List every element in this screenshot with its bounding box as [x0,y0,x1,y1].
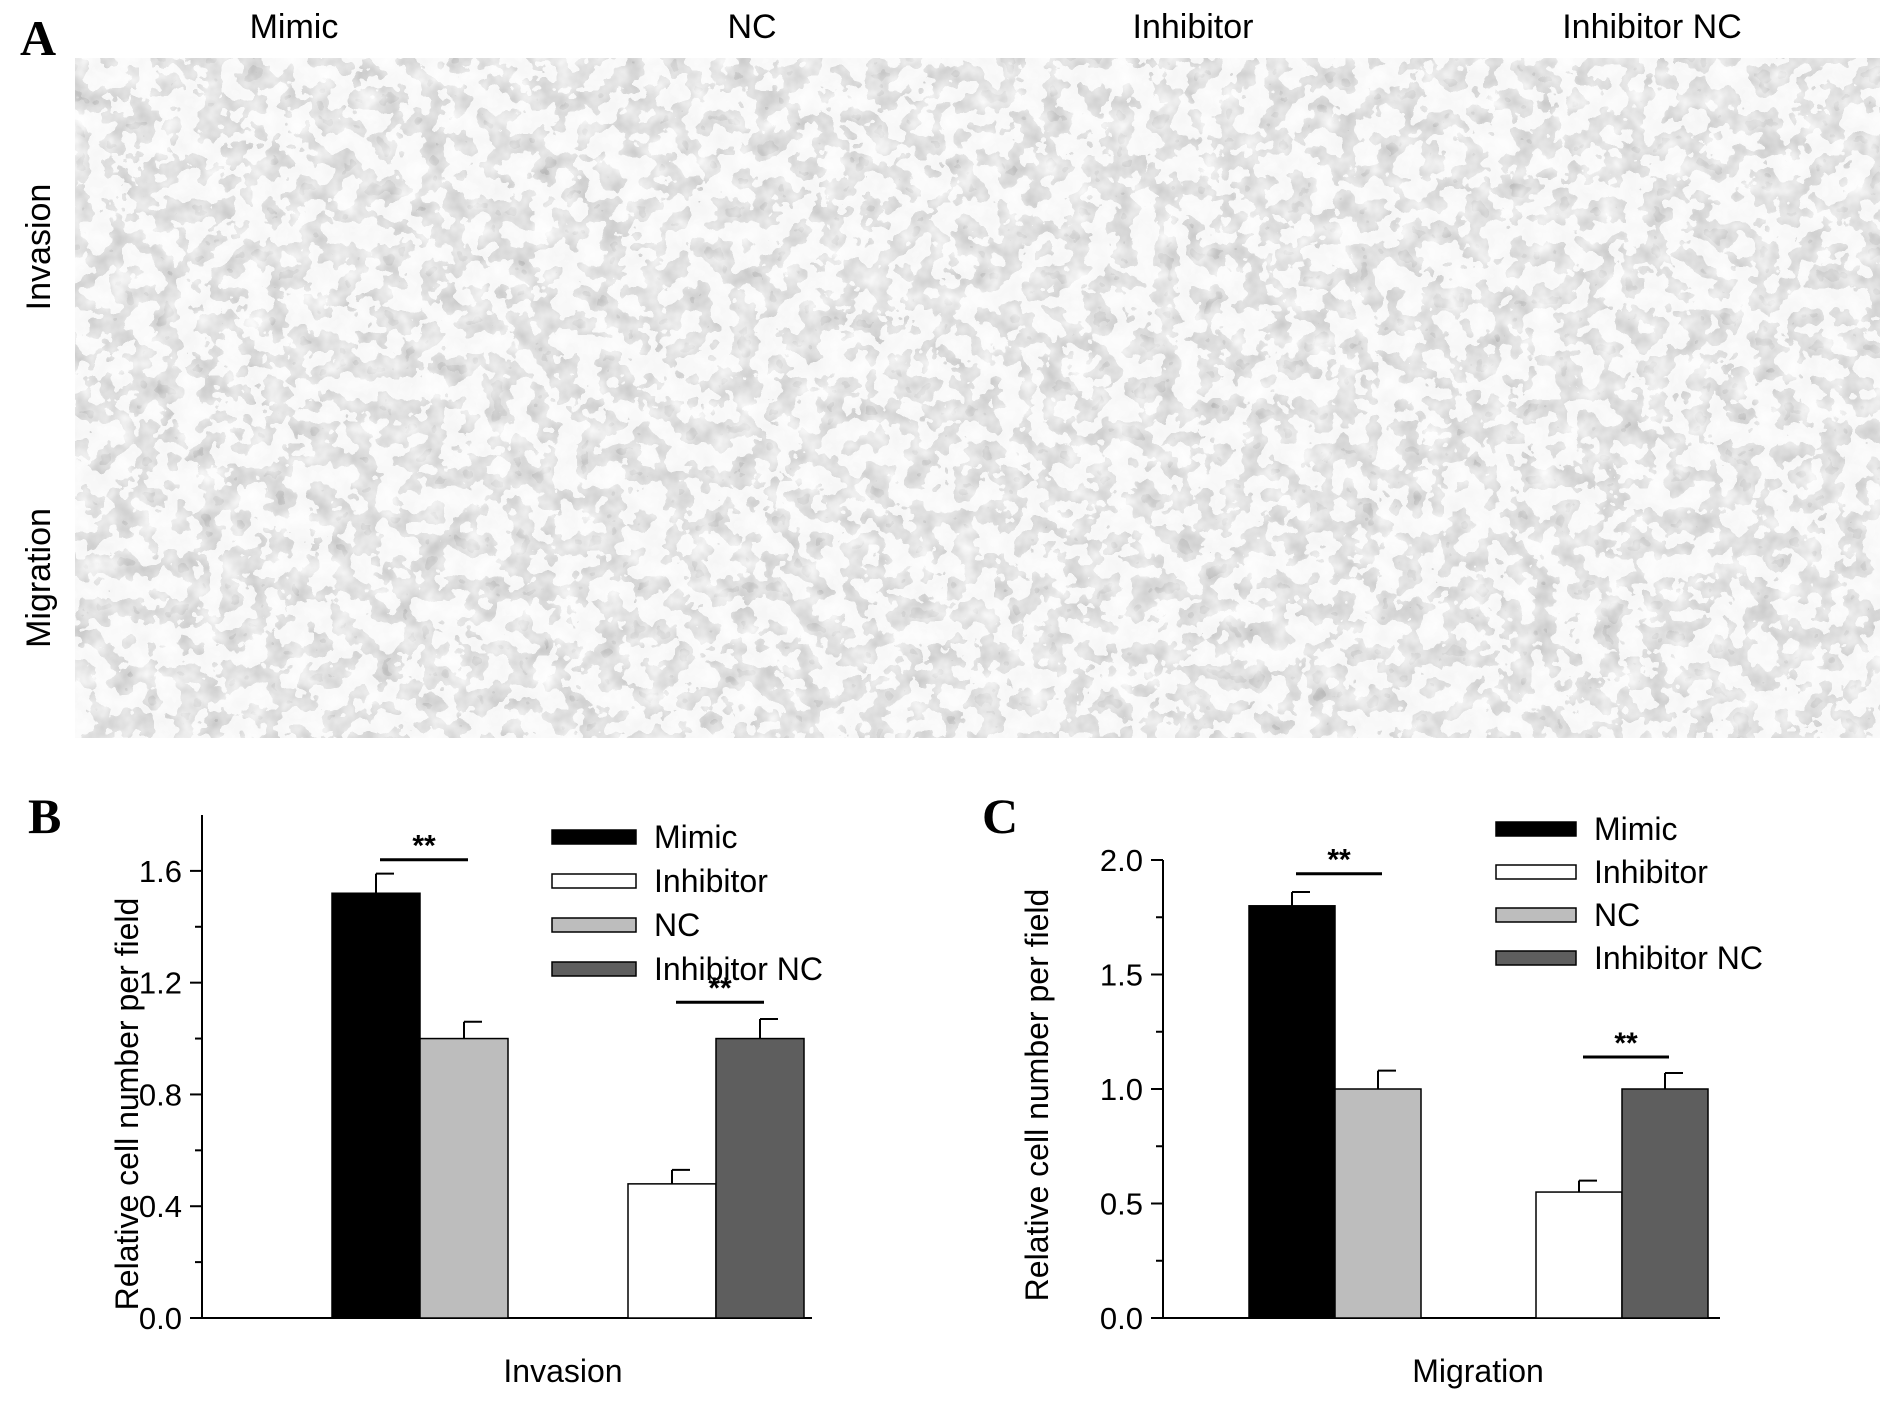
legend-swatch-mimic [551,829,637,845]
micrograph-migration-mimic [75,398,527,738]
legend-swatch-mimic [1495,821,1577,837]
micrograph-invasion-mimic [75,58,527,398]
legend-swatch-inhibitor-nc [1495,950,1577,966]
significance-label: ** [1327,844,1351,877]
bar-mimic [331,892,421,1319]
legend: Mimic Inhibitor NC Inhibitor NC [1495,811,1763,976]
panel-a: A Mimic NC Inhibitor Inhibitor NC Invasi… [20,8,1880,738]
legend-label-mimic: Mimic [654,819,738,855]
micrograph-invasion-inhibitor [977,58,1429,398]
column-label-inhibitor: Inhibitor [1133,8,1254,46]
micrograph-invasion-inhibitor-nc [1429,58,1880,398]
significance-label: ** [412,830,436,863]
y-tick-label: 0.8 [139,1077,182,1112]
y-axis-title: Relative cell number per field [109,898,145,1311]
panel-letter-b: B [28,788,61,844]
legend-swatch-inhibitor-nc [551,961,637,977]
plot-area: 0.0 0.5 1.0 1.5 2.0 ** ** [1100,843,1720,1336]
legend-label-inhibitor-nc: Inhibitor NC [654,951,823,987]
significance-label: ** [708,972,732,1005]
y-tick-label: 1.2 [139,966,182,1001]
legend-label-inhibitor: Inhibitor [1594,854,1708,890]
micrograph-invasion-nc [527,58,977,398]
x-axis-title: Migration [1412,1353,1544,1389]
y-tick-label: 1.6 [139,854,182,889]
column-label-nc: NC [727,8,776,46]
micrograph-migration-nc [527,398,977,738]
chart-c: C Relative cell number per field Migrati… [982,788,1763,1389]
bar-nc [1334,1088,1422,1319]
panel-letter-c: C [982,788,1018,844]
legend-label-inhibitor-nc: Inhibitor NC [1594,940,1763,976]
legend-label-nc: NC [1594,897,1640,933]
legend-swatch-inhibitor [1495,864,1577,880]
plot-area: 0.0 0.4 0.8 1.2 1.6 ** ** [139,815,812,1336]
y-tick-label: 0.4 [139,1189,182,1224]
y-tick-label: 1.5 [1100,958,1143,993]
micrograph-migration-inhibitor [977,398,1429,738]
row-label-invasion: Invasion [20,184,58,311]
column-label-inhibitor-nc: Inhibitor NC [1562,8,1742,46]
micrograph-grid [75,58,1880,738]
legend-swatch-nc [551,917,637,933]
bar-nc [419,1037,509,1319]
bar-inhibitor [1535,1191,1623,1319]
y-axis-title: Relative cell number per field [1019,889,1055,1302]
legend: Mimic Inhibitor NC Inhibitor NC [551,819,823,987]
legend-swatch-inhibitor [551,873,637,889]
chart-b: B Relative cell number per field Invasio… [28,788,823,1389]
y-tick-label: 0.0 [1100,1301,1143,1336]
column-label-mimic: Mimic [250,8,339,46]
x-axis-title: Invasion [503,1353,622,1389]
bar-inhibitor-nc [1621,1088,1709,1319]
bar-inhibitor-nc [715,1037,805,1319]
legend-swatch-nc [1495,907,1577,923]
bar-inhibitor [627,1183,717,1319]
micrograph-migration-inhibitor-nc [1429,398,1880,738]
legend-label-nc: NC [654,907,700,943]
y-tick-label: 1.0 [1100,1072,1143,1107]
legend-label-mimic: Mimic [1594,811,1678,847]
y-tick-label: 0.0 [139,1301,182,1336]
bar-mimic [1248,905,1336,1319]
row-label-migration: Migration [20,508,58,648]
panel-letter-a: A [20,10,56,66]
y-tick-label: 0.5 [1100,1187,1143,1222]
legend-label-inhibitor: Inhibitor [654,863,768,899]
significance-label: ** [1614,1027,1638,1060]
y-tick-label: 2.0 [1100,843,1143,878]
